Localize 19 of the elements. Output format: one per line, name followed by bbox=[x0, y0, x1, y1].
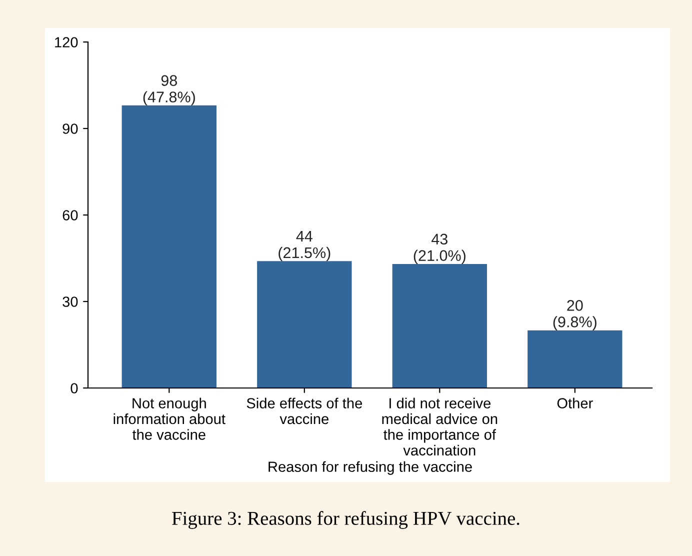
data-label: 20 (9.8%) bbox=[553, 300, 596, 330]
data-label: 43 (21.0%) bbox=[414, 234, 466, 264]
data-label: 44 (21.5%) bbox=[278, 230, 330, 262]
y-tick-label: 60 bbox=[62, 210, 78, 220]
data-label: 98 (47.8%) bbox=[143, 75, 195, 106]
y-tick-label: 0 bbox=[70, 383, 78, 394]
x-tick-label: Side effects of the vaccine bbox=[246, 398, 362, 424]
bar bbox=[122, 105, 216, 388]
caption: Figure 3: Reasons for refusing HPV vaccine. bbox=[172, 511, 520, 529]
bar bbox=[528, 330, 622, 388]
y-tick-label: 30 bbox=[62, 296, 78, 307]
x-axis-title: Reason for refusing the vaccine bbox=[268, 461, 472, 475]
bar bbox=[392, 264, 487, 388]
x-tick-label: I did not receive medical advice on the importance of vaccination bbox=[382, 398, 498, 456]
x-tick-label: Not enough information about the vaccine bbox=[114, 398, 226, 440]
y-tick-label: 120 bbox=[55, 37, 78, 48]
y-tick-label: 90 bbox=[62, 124, 78, 134]
bar bbox=[257, 261, 352, 388]
x-tick-label: Other bbox=[557, 398, 593, 408]
